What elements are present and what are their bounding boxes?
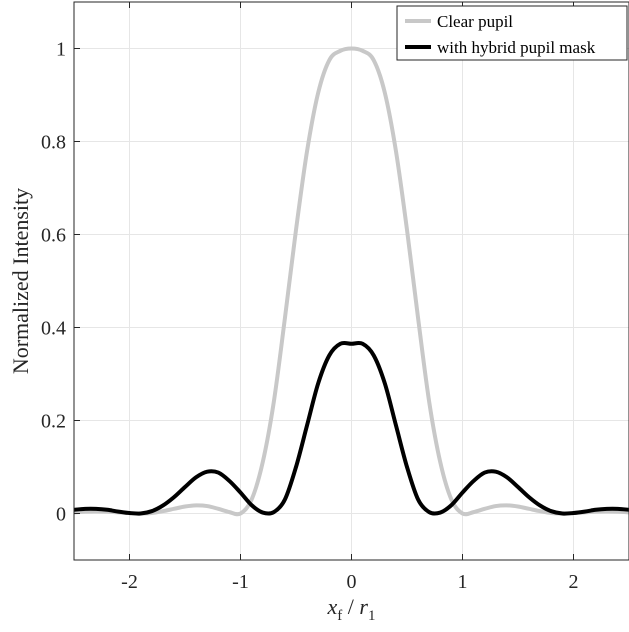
x-tick-label: 2 <box>569 571 579 593</box>
x-axis-label-sep: / <box>342 594 359 619</box>
x-tick-label: -2 <box>121 571 138 593</box>
x-axis-label-sub2: 1 <box>368 608 376 624</box>
y-tick-label: 0 <box>56 504 66 526</box>
legend-entry-clear-pupil: Clear pupil <box>437 12 513 31</box>
x-axis-label-main: x <box>327 594 338 619</box>
y-tick-label: 0.2 <box>41 411 66 433</box>
y-tick-label: 0.4 <box>41 318 66 340</box>
x-tick-label: 1 <box>458 571 468 593</box>
y-tick-label: 1 <box>56 39 66 61</box>
y-tick-label: 0.6 <box>41 225 66 247</box>
y-axis-label: Normalized Intensity <box>8 188 33 374</box>
legend-entry-hybrid-pupil-mask: with hybrid pupil mask <box>437 38 596 57</box>
grid <box>74 2 629 560</box>
axis-ticks <box>74 2 574 560</box>
x-tick-label: 0 <box>347 571 357 593</box>
legend: Clear pupil with hybrid pupil mask <box>397 6 627 60</box>
x-tick-label: -1 <box>232 571 249 593</box>
x-axis-label: xf / r1 <box>327 594 376 624</box>
tick-labels: -2 -1 0 1 2 0 0.2 0.4 0.6 0.8 1 <box>41 39 579 594</box>
y-tick-label: 0.8 <box>41 132 66 154</box>
